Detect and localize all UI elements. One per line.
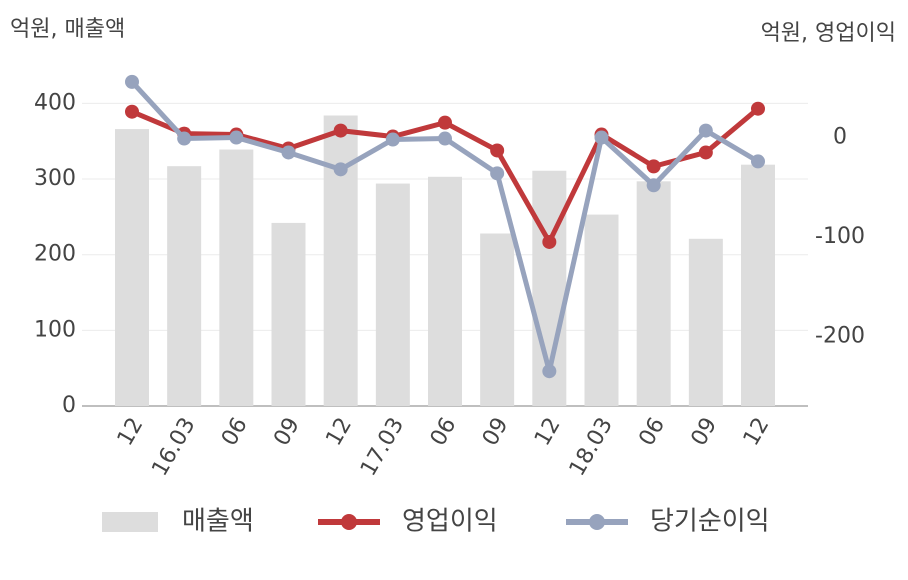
- point: [542, 234, 557, 249]
- bar: [480, 233, 515, 406]
- bar: [271, 222, 306, 406]
- bar: [584, 214, 619, 406]
- point: [490, 166, 505, 181]
- bar: [636, 181, 671, 406]
- x-tick-label: 18.03: [565, 414, 618, 481]
- point: [490, 143, 505, 158]
- x-tick-label: 09: [478, 413, 514, 450]
- point: [646, 159, 661, 174]
- legend-swatch: [102, 512, 158, 532]
- point: [646, 178, 661, 193]
- point: [177, 131, 192, 146]
- point: [438, 115, 452, 130]
- y-tick-label: 400: [34, 90, 76, 115]
- bar: [219, 149, 254, 406]
- bar: [167, 166, 202, 406]
- point: [751, 101, 765, 116]
- legend-swatch: [341, 514, 357, 530]
- x-tick-label: 12: [321, 414, 357, 451]
- right-unit: 억원, 영업이익: [761, 21, 896, 46]
- legend-swatch: [589, 514, 605, 530]
- y-tick-label: 100: [34, 317, 76, 342]
- x-tick-label: 12: [739, 414, 775, 451]
- point: [385, 132, 400, 147]
- bar: [688, 238, 723, 406]
- y2-tick-label: -200: [815, 323, 865, 348]
- bar: [428, 176, 462, 406]
- point: [698, 145, 713, 160]
- y2-tick-label: -100: [815, 224, 865, 249]
- bar: [375, 183, 410, 406]
- bar: [741, 164, 775, 406]
- legend-label: 매출액: [182, 507, 254, 537]
- point: [125, 74, 139, 89]
- point: [229, 130, 244, 145]
- x-tick-label: 09: [687, 414, 723, 451]
- x-tick-label: 09: [269, 414, 305, 451]
- x-tick-label: 12: [530, 414, 566, 451]
- point: [281, 145, 296, 160]
- x-tick-label: 06: [426, 414, 462, 451]
- point: [542, 364, 557, 379]
- point: [594, 130, 609, 145]
- y-tick-label: 0: [62, 393, 76, 418]
- legend-label: 영업이익: [402, 507, 498, 537]
- x-tick-label: 17.03: [356, 414, 409, 481]
- point: [333, 162, 348, 177]
- point: [438, 131, 452, 146]
- point: [333, 123, 348, 138]
- point: [125, 104, 139, 119]
- left-unit: 억원, 매출액: [10, 17, 125, 42]
- y-tick-label: 200: [34, 242, 76, 267]
- y-tick-label: 300: [34, 166, 76, 191]
- x-tick-label: 06: [634, 414, 670, 451]
- x-tick-label: 12: [113, 414, 149, 451]
- point: [698, 123, 713, 138]
- x-tick-label: 06: [217, 414, 253, 451]
- y2-tick-label: 0: [833, 125, 847, 150]
- legend-label: 당기순이익: [650, 507, 770, 537]
- x-tick-label: 16.03: [147, 414, 200, 481]
- point: [751, 154, 765, 169]
- bar: [323, 115, 358, 406]
- bar: [115, 129, 149, 406]
